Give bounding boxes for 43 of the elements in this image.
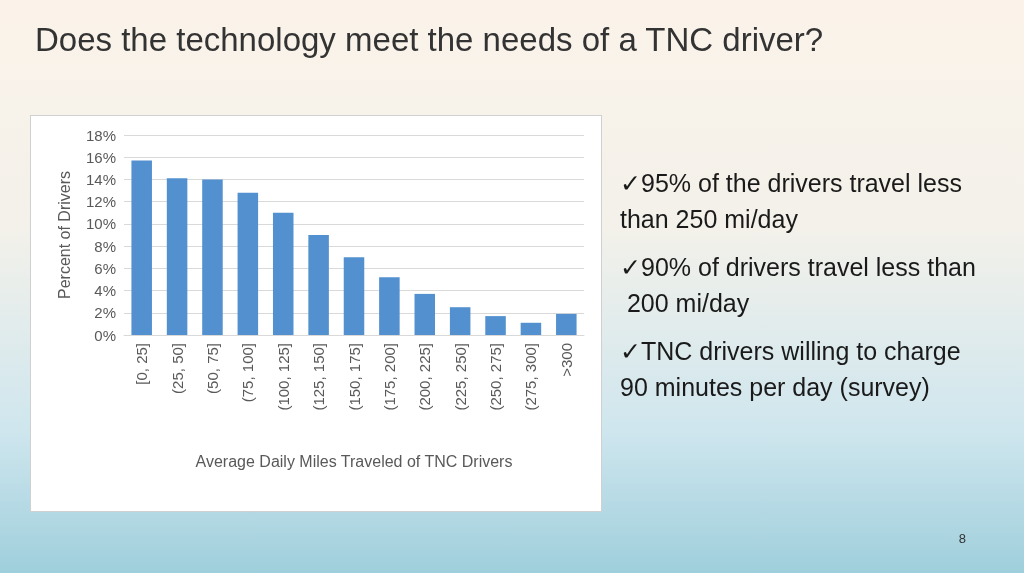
bar — [520, 322, 542, 335]
bar — [237, 192, 259, 335]
x-axis-title: Average Daily Miles Traveled of TNC Drivers — [195, 452, 513, 470]
x-tick-label: (200, 225] — [416, 343, 434, 411]
x-tick-label: (250, 275] — [487, 343, 505, 411]
bar — [166, 178, 188, 335]
bar — [414, 293, 436, 335]
y-tick-label: 2% — [94, 304, 116, 322]
bar — [485, 316, 506, 335]
x-tick-label: [0, 25] — [133, 343, 151, 385]
y-tick-label: 16% — [85, 148, 116, 166]
bar — [202, 179, 223, 335]
bar — [131, 160, 152, 335]
y-tick-label: 4% — [94, 282, 116, 300]
text: ✓90% of drivers travel less than 200 mi/day — [620, 253, 976, 317]
x-tick-label: (225, 250] — [451, 343, 469, 411]
bar — [379, 277, 400, 335]
bar — [272, 212, 294, 335]
y-tick-label: 6% — [94, 259, 116, 277]
y-axis-title: Percent of Drivers — [55, 170, 73, 300]
y-tick-label: 18% — [85, 126, 116, 144]
x-tick-label: (125, 150] — [310, 343, 328, 411]
x-tick-label: (275, 300] — [522, 343, 540, 411]
x-tick-label: >300 — [557, 343, 575, 377]
x-tick-label: (100, 125] — [274, 343, 292, 411]
bar — [556, 313, 577, 335]
x-tick-label: (75, 100] — [239, 343, 257, 403]
y-tick-label: 12% — [85, 193, 116, 211]
y-tick-label: 8% — [94, 237, 116, 255]
text: 8 — [958, 531, 966, 546]
y-tick-label: 10% — [85, 215, 116, 233]
x-tick-label: (150, 175] — [345, 343, 363, 411]
chart-title: Does the technology meet the needs of a TNC driver? — [35, 21, 824, 58]
x-tick-label: (50, 75] — [203, 343, 221, 394]
bar — [343, 257, 365, 335]
y-tick-label: 14% — [85, 170, 116, 188]
y-tick-label: 0% — [94, 326, 116, 344]
bar — [308, 235, 329, 335]
text: ✓TNC drivers willing to charge 90 minutes per day (survey) — [620, 337, 968, 401]
x-tick-label: (25, 50] — [168, 343, 186, 394]
text: ✓95% of the drivers travel less than 250 mi/day — [620, 169, 969, 233]
bar — [449, 307, 471, 335]
x-tick-label: (175, 200] — [380, 343, 398, 411]
